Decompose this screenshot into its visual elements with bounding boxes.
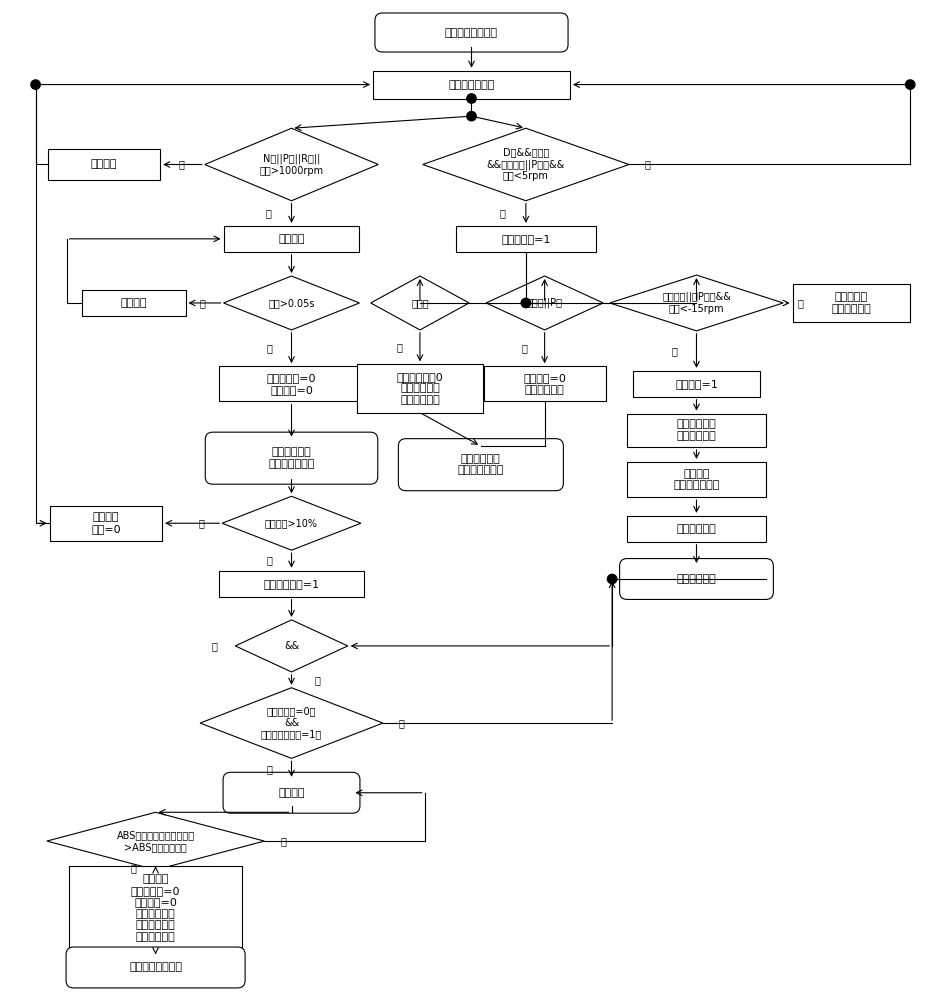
Text: 真: 真 [266, 764, 272, 774]
Polygon shape [610, 275, 784, 331]
Text: 真: 真 [211, 641, 218, 651]
Circle shape [905, 80, 915, 89]
Polygon shape [223, 276, 359, 330]
FancyBboxPatch shape [219, 366, 364, 401]
FancyBboxPatch shape [69, 866, 242, 950]
Text: 假: 假 [797, 298, 803, 308]
Text: 驻坡标志=1: 驻坡标志=1 [675, 379, 718, 389]
FancyBboxPatch shape [627, 414, 766, 447]
Text: 电流斜坡输出: 电流斜坡输出 [677, 524, 717, 534]
Text: 真: 真 [265, 208, 271, 218]
Text: 进入驻坡状态
启动转速模式: 进入驻坡状态 启动转速模式 [677, 419, 717, 441]
Polygon shape [486, 276, 604, 330]
Text: 真: 真 [130, 863, 136, 873]
FancyBboxPatch shape [356, 364, 483, 413]
FancyBboxPatch shape [66, 947, 245, 988]
Text: D挡&&无油门
&&（有刹车||P挡）&&
转速<5rpm: D挡&&无油门 &&（有刹车||P挡）&& 转速<5rpm [487, 148, 565, 181]
Text: （无刹车||无P挡）&&
转速<-15rpm: （无刹车||无P挡）&& 转速<-15rpm [662, 292, 731, 314]
Text: 遇到坡道，上坡: 遇到坡道，上坡 [448, 80, 495, 90]
Polygon shape [205, 128, 378, 201]
Polygon shape [47, 812, 264, 870]
Text: 正常行驶转矩模式: 正常行驶转矩模式 [445, 28, 498, 38]
FancyBboxPatch shape [627, 516, 766, 542]
Text: 电流斜坡降至0
清除电流斜坡
清除转速斜坡: 电流斜坡降至0 清除电流斜坡 清除转速斜坡 [397, 372, 443, 405]
Text: 响应油门: 响应油门 [278, 788, 305, 798]
FancyBboxPatch shape [792, 284, 910, 322]
Text: 转速环清零
电流斜坡清零: 转速环清零 电流斜坡清零 [832, 292, 871, 314]
Text: 真: 真 [521, 343, 527, 353]
Polygon shape [200, 688, 383, 758]
Text: 假: 假 [399, 718, 405, 728]
Text: 假: 假 [178, 159, 184, 169]
Text: 计时>0.05s: 计时>0.05s [268, 298, 315, 308]
FancyBboxPatch shape [627, 462, 766, 497]
Text: 计时清零: 计时清零 [91, 159, 117, 169]
FancyBboxPatch shape [206, 432, 378, 484]
Text: ABS（油门响应查表电流）
>ABS（驻坡电流）: ABS（油门响应查表电流） >ABS（驻坡电流） [117, 830, 194, 852]
Text: 油门开度>10%: 油门开度>10% [265, 518, 318, 528]
Text: 进入半坡启动状态: 进入半坡启动状态 [129, 962, 182, 972]
Text: 假: 假 [199, 518, 205, 528]
Text: 半坡起步标志=1: 半坡起步标志=1 [263, 579, 320, 589]
Text: 假: 假 [315, 675, 321, 685]
Circle shape [467, 94, 476, 103]
Text: N挡||P挡||R挡||
转速>1000rpm: N挡||P挡||R挡|| 转速>1000rpm [259, 153, 323, 176]
Text: 有刹车: 有刹车 [411, 298, 429, 308]
Circle shape [31, 80, 41, 89]
FancyBboxPatch shape [375, 13, 568, 52]
Text: 真: 真 [266, 555, 272, 565]
FancyBboxPatch shape [223, 226, 359, 252]
Text: 真: 真 [500, 208, 505, 218]
Text: 开始计时: 开始计时 [278, 234, 305, 244]
Text: 预驻坡标志=0
驻坡标志=0: 预驻坡标志=0 驻坡标志=0 [267, 373, 316, 395]
Polygon shape [422, 128, 629, 201]
Text: 假: 假 [645, 159, 651, 169]
Polygon shape [371, 276, 470, 330]
Circle shape [521, 298, 531, 308]
FancyBboxPatch shape [398, 439, 563, 491]
FancyBboxPatch shape [223, 772, 360, 813]
FancyBboxPatch shape [82, 290, 186, 316]
Text: 响应油门
预驻坡标志=0
驻坡标志=0
清除转速斜坡
清除电流斜坡
清除驻坡电流: 响应油门 预驻坡标志=0 驻坡标志=0 清除转速斜坡 清除电流斜坡 清除驻坡电流 [131, 874, 180, 942]
Circle shape [607, 574, 617, 584]
Circle shape [467, 112, 476, 121]
Text: 假: 假 [200, 298, 206, 308]
Text: 半坡起步
标志=0: 半坡起步 标志=0 [91, 512, 121, 534]
Text: 有刹车||P挡: 有刹车||P挡 [526, 298, 563, 308]
Text: 退出驻坡状态
保持预驻坡状态: 退出驻坡状态 保持预驻坡状态 [457, 454, 505, 475]
Text: 真: 真 [266, 343, 272, 353]
FancyBboxPatch shape [620, 559, 773, 599]
Text: （驻坡标志=0）
&&
（半坡起步标志=1）: （驻坡标志=0） && （半坡起步标志=1） [261, 706, 323, 740]
Text: 堵转保护
速度环输出限流: 堵转保护 速度环输出限流 [673, 469, 720, 490]
Text: 真: 真 [396, 342, 403, 352]
Text: 预驻坡标志=1: 预驻坡标志=1 [501, 234, 551, 244]
Polygon shape [223, 496, 361, 550]
Text: 假: 假 [280, 836, 286, 846]
FancyBboxPatch shape [455, 226, 596, 252]
FancyBboxPatch shape [48, 149, 160, 180]
FancyBboxPatch shape [219, 571, 364, 597]
Text: 退出驻坡状态
退出预驻坡状态: 退出驻坡状态 退出预驻坡状态 [269, 447, 315, 469]
Text: &&: && [284, 641, 299, 651]
FancyBboxPatch shape [373, 71, 570, 99]
Text: 真: 真 [671, 346, 677, 356]
Text: 驻坡标志=0
清除转速斜坡: 驻坡标志=0 清除转速斜坡 [523, 373, 566, 395]
FancyBboxPatch shape [633, 371, 760, 397]
FancyBboxPatch shape [50, 506, 162, 541]
Text: 维持驻坡状态: 维持驻坡状态 [677, 574, 717, 584]
Text: 计时累加: 计时累加 [121, 298, 147, 308]
FancyBboxPatch shape [484, 366, 605, 401]
Polygon shape [235, 620, 348, 672]
